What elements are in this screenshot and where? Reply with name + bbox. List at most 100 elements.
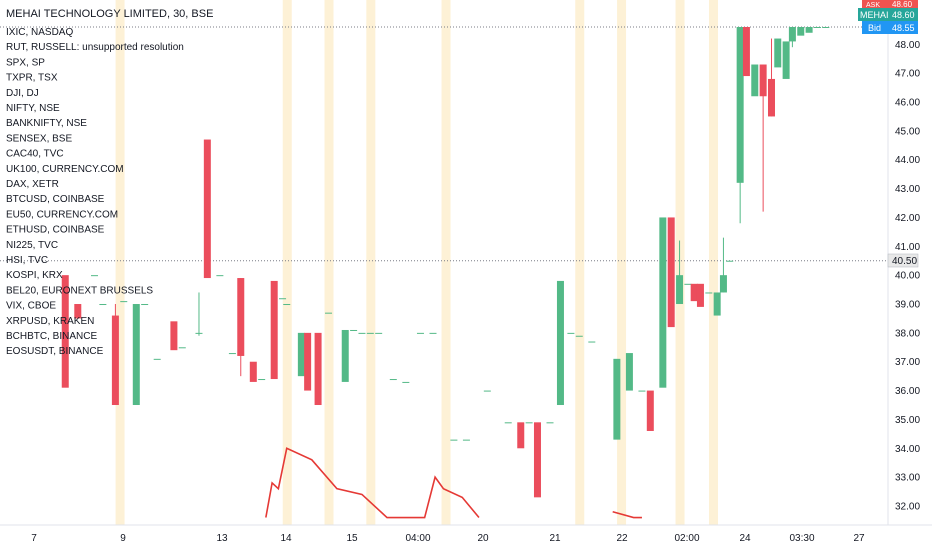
y-tick-label: 40.00 (895, 271, 920, 282)
x-tick-label: 21 (549, 533, 561, 544)
price-scale-bg[interactable] (888, 0, 932, 550)
candle-body (402, 381, 410, 383)
session-band (366, 0, 376, 525)
candle-body (805, 27, 813, 33)
y-tick-label: 48.00 (895, 40, 920, 51)
y-tick-label: 39.00 (895, 300, 920, 311)
x-tick-label: 02:00 (674, 533, 699, 544)
x-axis-ticks: 7 9 13 14 15 04:00 20 21 22 02:00 24 03:30 27 (31, 533, 865, 544)
bid-badge: Bid 48.55 (862, 21, 918, 34)
legend-item: EU50, CURRENCY.COM (6, 209, 118, 220)
candle-body (178, 347, 186, 349)
session-band (575, 0, 585, 525)
y-tick-label: 46.00 (895, 98, 920, 109)
legend-item: EOSUSDT, BINANCE (6, 346, 104, 357)
candle-body (297, 332, 305, 377)
legend-item: HSI, TVC (6, 255, 48, 266)
candle-body (822, 27, 830, 28)
legend-item: BEL20, EURONEXT BRUSSELS (6, 285, 153, 296)
candle-body (546, 422, 554, 424)
candle-body (416, 332, 424, 334)
overlay-series-line (612, 510, 642, 519)
candle-body (450, 439, 458, 441)
ask-label: ASK (866, 2, 880, 9)
candle-body (279, 298, 287, 300)
candle-body (782, 41, 790, 79)
overlay-series-line (265, 447, 480, 519)
candle-body (120, 301, 128, 303)
candle-body (153, 358, 161, 360)
x-tick-label: 13 (216, 533, 228, 544)
x-tick-label: 27 (853, 533, 865, 544)
session-band (708, 0, 718, 525)
candle-body (283, 304, 291, 306)
time-scale-bg[interactable] (0, 525, 932, 550)
y-tick-label: 45.00 (895, 126, 920, 137)
candle-body (325, 312, 333, 314)
candle-body (99, 304, 107, 306)
candle-body (375, 332, 383, 334)
candle-body (625, 353, 633, 391)
x-tick-label: 20 (477, 533, 489, 544)
x-tick-label: 03:30 (789, 533, 814, 544)
candle-body (713, 292, 721, 316)
reference-lines (0, 26, 888, 262)
y-tick-label: 37.00 (895, 357, 920, 368)
x-tick-label: 15 (346, 533, 358, 544)
y-tick-label: 36.00 (895, 386, 920, 397)
y-tick-label: 34.00 (895, 444, 920, 455)
candle-body (705, 292, 713, 294)
x-tick-label: 14 (280, 533, 292, 544)
candle-body (341, 329, 349, 382)
legend-item: DJI, DJ (6, 88, 39, 99)
symbol-value: 48.60 (892, 10, 915, 20)
candle-body (774, 38, 782, 68)
candle-body (216, 275, 224, 277)
candle-body (91, 275, 99, 277)
legend-item: SPX, SP (6, 57, 45, 68)
candle-body (314, 332, 322, 406)
chart-title: MEHAI TECHNOLOGY LIMITED, 30, BSE (6, 8, 213, 20)
candle-body (533, 422, 541, 498)
candle-body (613, 358, 621, 440)
candle-body (61, 275, 69, 388)
legend-item: BCHBTC, BINANCE (6, 331, 97, 342)
ask-badge: ASK 48.60 (862, 0, 918, 9)
candle-body (797, 27, 805, 36)
candle-body (659, 217, 667, 388)
candle-body (228, 353, 236, 355)
candle-body (667, 217, 675, 328)
candle-body (726, 260, 734, 262)
legend-item: RUT, RUSSELL: unsupported resolution (6, 42, 184, 53)
y-tick-label: 47.00 (895, 69, 920, 80)
candle-body (556, 280, 564, 406)
y-tick-label: 35.00 (895, 415, 920, 426)
legend-item: BANKNIFTY, NSE (6, 118, 87, 129)
candle-body (203, 139, 211, 279)
session-band (115, 0, 125, 525)
legend-item: UK100, CURRENCY.COM (6, 164, 124, 175)
x-tick-label: 22 (616, 533, 628, 544)
x-tick-label: 24 (739, 533, 751, 544)
candle-body (742, 27, 750, 77)
candle-body (195, 332, 203, 334)
session-band (617, 0, 627, 525)
candle-body (132, 304, 140, 406)
candle-body (350, 329, 358, 331)
candle-body (462, 439, 470, 441)
symbol-badge: MEHAI 48.60 (858, 8, 918, 21)
candles (61, 27, 830, 498)
candle-body (567, 332, 575, 334)
x-tick-label: 9 (120, 533, 126, 544)
candle-body (517, 422, 525, 449)
bid-label: Bid (868, 23, 881, 33)
legend-item: CAC40, TVC (6, 149, 64, 160)
y-tick-label: 38.00 (895, 328, 920, 339)
candle-body (525, 422, 533, 424)
legend-item: DAX, XETR (6, 179, 59, 190)
candle-body (258, 379, 266, 381)
price-marker: 40.50 (887, 253, 919, 268)
legend-item: VIX, CBOE (6, 301, 56, 312)
candle-body (646, 390, 654, 431)
